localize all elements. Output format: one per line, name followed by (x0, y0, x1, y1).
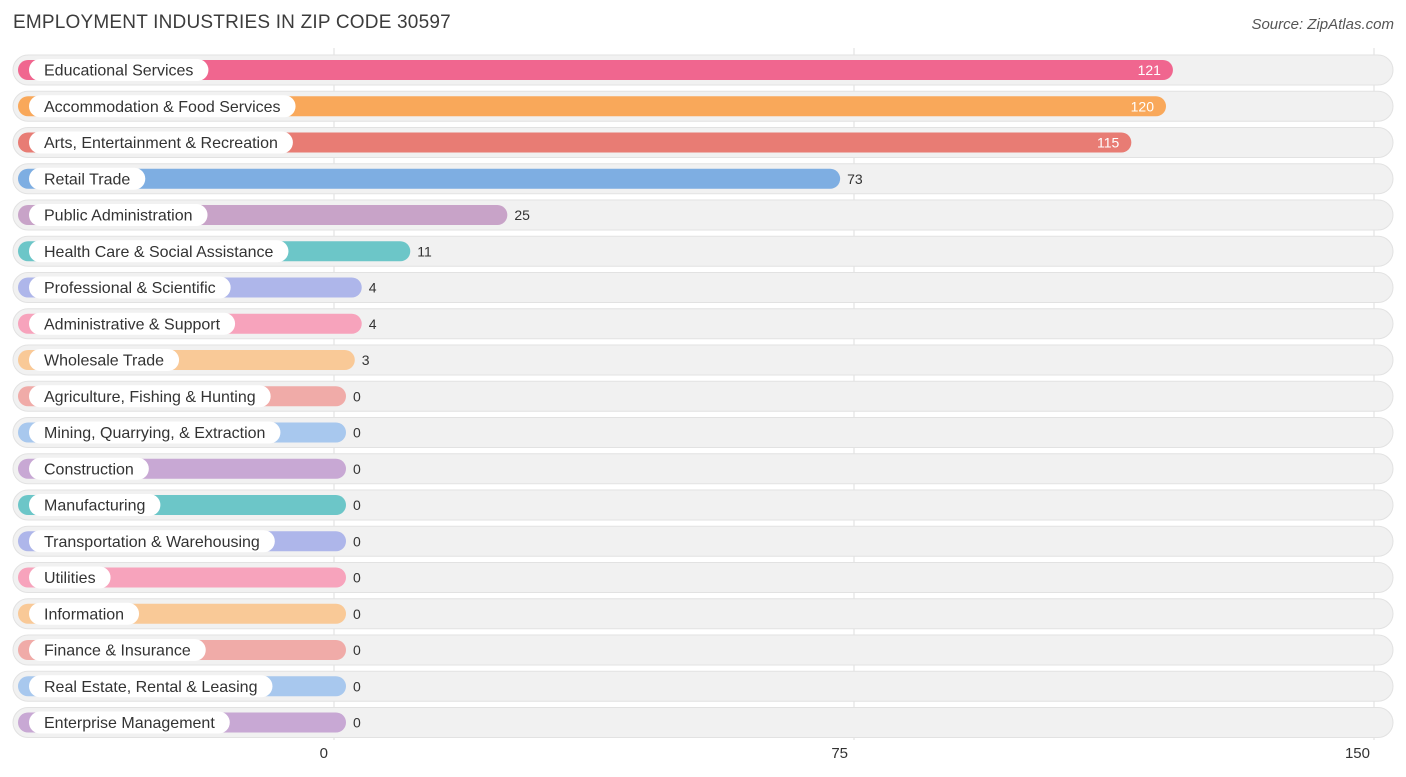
bar-row: Accommodation & Food Services 120 (13, 91, 1393, 121)
bar-row: Professional & Scientific 4 (13, 273, 1393, 303)
category-label: Public Administration (44, 208, 193, 225)
value-label: 0 (353, 642, 361, 658)
category-label: Finance & Insurance (44, 643, 191, 660)
category-label: Accommodation & Food Services (44, 99, 281, 116)
bar-row: Construction 0 (13, 454, 1393, 484)
category-label: Wholesale Trade (44, 353, 164, 370)
value-label: 0 (353, 461, 361, 477)
category-label: Administrative & Support (44, 316, 221, 333)
value-label: 4 (369, 280, 377, 296)
bar-row: Finance & Insurance 0 (13, 635, 1393, 665)
bar-row: Educational Services 121 (13, 55, 1393, 85)
tick-label-150: 150 (1345, 745, 1370, 762)
value-label: 121 (1138, 62, 1162, 78)
bar-row: Information 0 (13, 599, 1393, 629)
bar-row: Health Care & Social Assistance 11 (13, 236, 1393, 266)
bar-row: Public Administration 25 (13, 200, 1393, 230)
bar-row: Retail Trade 73 (13, 164, 1393, 194)
bar-row: Utilities 0 (13, 563, 1393, 593)
value-label: 0 (353, 570, 361, 586)
value-label: 4 (369, 316, 377, 332)
value-label: 115 (1097, 135, 1120, 151)
value-label: 0 (353, 606, 361, 622)
tick-label-75: 75 (831, 745, 848, 762)
bar-row: Wholesale Trade 3 (13, 345, 1393, 375)
category-label: Enterprise Management (44, 715, 215, 732)
category-label: Educational Services (44, 63, 193, 80)
bar-row: Arts, Entertainment & Recreation 115 (13, 128, 1393, 158)
category-label: Utilities (44, 570, 96, 587)
value-label: 0 (353, 678, 361, 694)
bar-row: Mining, Quarrying, & Extraction 0 (13, 418, 1393, 448)
value-label: 120 (1131, 98, 1155, 114)
value-label: 0 (353, 533, 361, 549)
value-label: 0 (353, 388, 361, 404)
category-label: Retail Trade (44, 171, 130, 188)
bar-row: Manufacturing 0 (13, 490, 1393, 520)
bar-row: Transportation & Warehousing 0 (13, 526, 1393, 556)
category-label: Professional & Scientific (44, 280, 216, 297)
bar-row: Enterprise Management 0 (13, 708, 1393, 738)
category-label: Health Care & Social Assistance (44, 244, 274, 261)
value-label: 0 (353, 497, 361, 513)
value-label: 11 (417, 243, 432, 259)
category-label: Mining, Quarrying, & Extraction (44, 425, 265, 442)
category-label: Transportation & Warehousing (44, 534, 260, 551)
value-label: 3 (362, 352, 370, 368)
category-label: Manufacturing (44, 498, 145, 515)
bar-row: Real Estate, Rental & Leasing 0 (13, 671, 1393, 701)
value-label: 0 (353, 425, 361, 441)
category-label: Real Estate, Rental & Leasing (44, 679, 257, 696)
bar-row: Administrative & Support 4 (13, 309, 1393, 339)
tick-label-0: 0 (320, 745, 328, 762)
category-label: Agriculture, Fishing & Hunting (44, 389, 256, 406)
category-label: Construction (44, 461, 134, 478)
bar-row: Agriculture, Fishing & Hunting 0 (13, 381, 1393, 411)
value-label: 25 (514, 207, 530, 223)
category-label: Information (44, 606, 124, 623)
value-label: 73 (847, 171, 863, 187)
category-label: Arts, Entertainment & Recreation (44, 135, 278, 152)
value-label: 0 (353, 715, 361, 731)
